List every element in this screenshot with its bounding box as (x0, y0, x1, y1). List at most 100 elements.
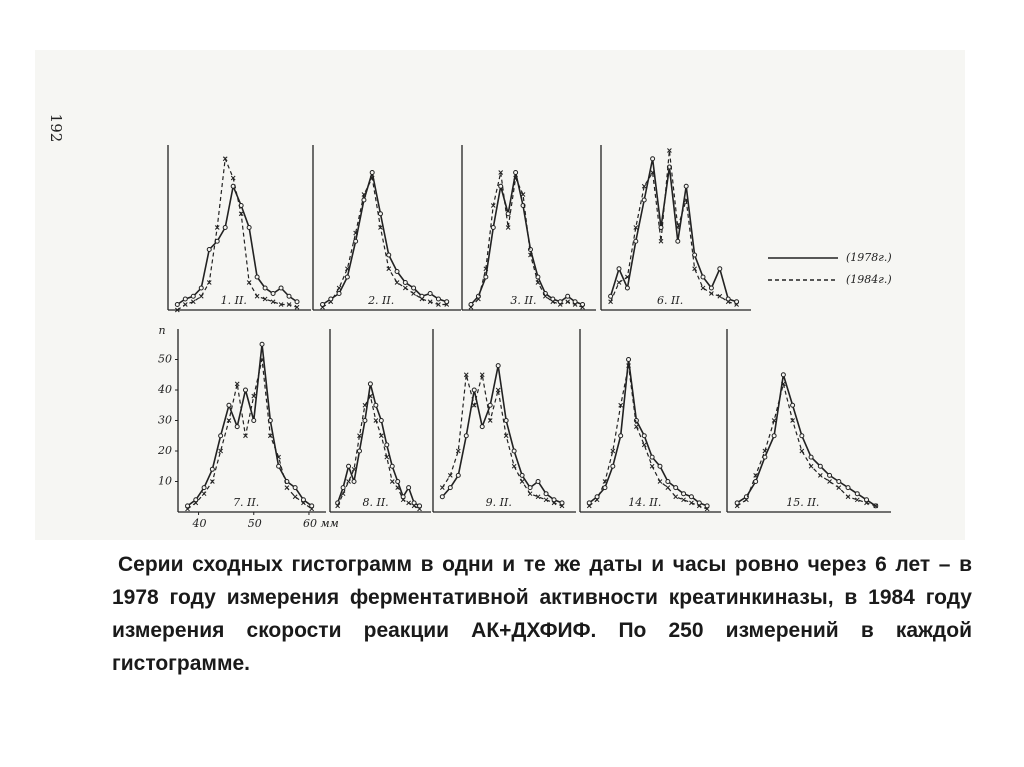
point-1978 (586, 500, 592, 506)
point-1984 (284, 485, 290, 490)
point-1984 (689, 500, 694, 506)
point-1978 (251, 418, 257, 423)
point-1984 (406, 500, 411, 506)
point-1984 (557, 302, 563, 307)
point-1984 (394, 280, 400, 285)
point-1984 (276, 454, 281, 460)
point-1978 (864, 497, 870, 503)
point-1978 (799, 433, 805, 439)
point-1978 (519, 472, 525, 478)
point-1984 (696, 503, 702, 509)
point-1984 (340, 491, 346, 497)
point-1984 (667, 148, 672, 153)
y-tick-label: 40 (157, 383, 172, 396)
point-1984 (511, 463, 517, 469)
point-1978 (444, 299, 450, 305)
point-1978 (771, 433, 777, 439)
point-1978 (193, 497, 199, 503)
legend-label: (1978г.) (846, 251, 892, 264)
point-1984 (665, 485, 671, 490)
point-1984 (503, 433, 509, 439)
point-1978 (845, 485, 851, 491)
point-1978 (527, 485, 533, 491)
point-1984 (270, 299, 276, 305)
point-1984 (520, 192, 526, 197)
y-tick-label: 10 (158, 475, 172, 488)
series-line-1984 (588, 365, 708, 510)
point-1984 (550, 299, 556, 305)
point-1984 (353, 230, 358, 236)
point-1984 (218, 448, 223, 454)
point-1984 (436, 302, 441, 307)
panel-label: 7. II. (233, 496, 259, 509)
point-1984 (251, 393, 257, 399)
point-1984 (373, 418, 379, 423)
point-1978 (665, 479, 671, 484)
point-1984 (395, 485, 401, 490)
point-1984 (626, 363, 631, 368)
point-1984 (527, 491, 533, 497)
point-1978 (483, 274, 489, 280)
point-1984 (226, 418, 232, 423)
point-1978 (675, 238, 681, 244)
point-1984 (519, 479, 525, 484)
point-1978 (201, 485, 207, 491)
point-1984 (201, 491, 207, 497)
point-1978 (490, 225, 496, 230)
point-1984 (762, 448, 768, 454)
point-1984 (543, 293, 548, 299)
point-1978 (427, 291, 433, 296)
point-1984 (836, 485, 842, 490)
point-1978 (182, 296, 188, 302)
caption: Серии сходных гистограмм в одни и те же … (112, 553, 972, 675)
point-1984 (618, 402, 624, 408)
series-line-1984 (322, 176, 447, 308)
point-1978 (259, 341, 265, 347)
series-line-1984 (337, 394, 420, 510)
point-1978 (276, 463, 282, 469)
point-1984 (692, 266, 697, 272)
point-1978 (657, 463, 663, 469)
point-1978 (377, 211, 383, 217)
point-1984 (616, 280, 622, 285)
point-1978 (361, 197, 367, 203)
point-1984 (198, 293, 204, 299)
point-1984 (471, 402, 477, 408)
point-1984 (468, 304, 474, 310)
point-1978 (572, 299, 578, 305)
point-1978 (626, 357, 632, 362)
point-1978 (362, 418, 368, 423)
point-1984 (210, 479, 215, 484)
series-line-1978 (336, 383, 420, 507)
point-1984 (709, 291, 714, 296)
scan-background (35, 50, 965, 540)
point-1978 (725, 296, 731, 302)
point-1984 (259, 357, 265, 362)
point-1978 (463, 433, 469, 439)
point-1984 (301, 500, 306, 506)
point-1984 (193, 500, 199, 506)
point-1984 (700, 285, 706, 291)
point-1984 (586, 503, 592, 509)
point-1978 (503, 418, 509, 423)
point-1978 (641, 197, 647, 203)
point-1984 (650, 170, 655, 175)
point-1984 (455, 448, 461, 454)
panel-label: 15. II. (786, 496, 819, 509)
x-tick-label: 40 (192, 517, 207, 530)
point-1984 (817, 473, 823, 478)
point-1984 (827, 479, 832, 484)
point-1978 (386, 252, 392, 258)
point-1984 (411, 291, 416, 296)
point-1978 (384, 442, 390, 448)
series-line-1978 (736, 374, 877, 507)
point-1984 (641, 442, 647, 448)
point-1978 (704, 503, 710, 509)
point-1978 (292, 485, 298, 491)
point-1984 (535, 280, 541, 285)
x-tick-label: 60 мм (303, 517, 339, 530)
point-1978 (309, 503, 315, 509)
point-1984 (649, 463, 655, 469)
point-1984 (528, 252, 533, 258)
point-1978 (218, 433, 224, 439)
